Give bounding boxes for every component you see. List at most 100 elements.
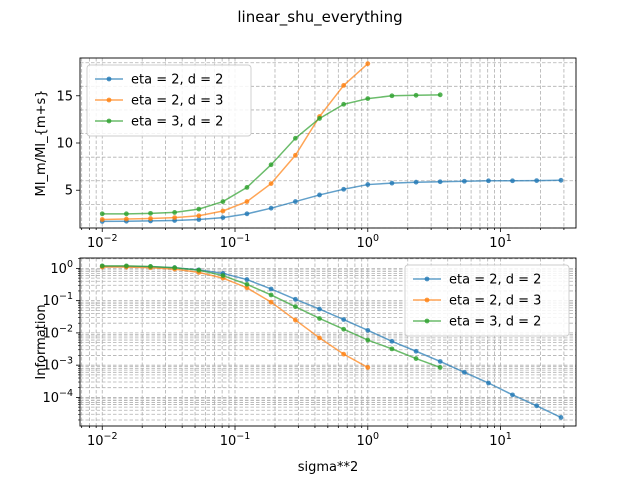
data-point — [268, 162, 274, 168]
legend-marker — [106, 97, 112, 103]
data-point — [268, 299, 274, 305]
data-point — [534, 178, 540, 183]
legend: eta = 2, d = 2 eta = 2, d = 3 eta = 3, d =… — [404, 264, 570, 337]
data-point — [365, 96, 371, 102]
data-point — [534, 403, 540, 409]
data-point — [172, 215, 178, 221]
y-tick-label: 10−2 — [42, 323, 73, 341]
legend-label: eta = 3, d = 2 — [449, 315, 541, 330]
data-point — [220, 208, 226, 214]
data-point — [268, 292, 274, 298]
data-point — [268, 286, 274, 292]
data-point — [220, 273, 226, 278]
data-point — [148, 216, 153, 221]
y-tick-label: 15 — [56, 89, 73, 104]
data-point — [389, 93, 395, 99]
y-axis-label: MI_m/MI_{m+s} — [34, 89, 49, 196]
data-point — [99, 211, 105, 217]
data-point — [172, 265, 178, 271]
data-point — [148, 264, 153, 269]
legend-item: eta = 2, d = 3 — [95, 94, 223, 109]
data-point — [389, 338, 395, 344]
legend-marker — [106, 76, 112, 82]
legend-marker — [106, 118, 112, 124]
y-tick-label: 10−1 — [42, 291, 73, 309]
x-tick-label: 101 — [489, 431, 512, 449]
series-line — [102, 179, 561, 223]
x-tick-label: 10−1 — [220, 431, 251, 449]
data-point — [244, 277, 250, 282]
data-point — [510, 392, 515, 398]
data-point — [558, 177, 564, 183]
data-point — [196, 213, 202, 219]
x-tick-label: 101 — [489, 233, 512, 251]
x-tick-label: 100 — [356, 431, 379, 449]
data-point — [486, 380, 491, 386]
data-point — [317, 192, 322, 198]
data-point — [437, 92, 443, 98]
data-point — [293, 135, 298, 141]
data-point — [365, 61, 371, 67]
data-point — [341, 351, 347, 357]
data-point — [437, 359, 443, 364]
legend-label: eta = 2, d = 3 — [449, 294, 541, 309]
legend-item: eta = 3, d = 2 — [413, 315, 541, 330]
figure-title: linear_shu_everything — [237, 8, 402, 27]
y-tick-label: 10 — [56, 137, 73, 152]
data-point — [389, 346, 395, 352]
series-line — [102, 266, 369, 369]
legend-label: eta = 2, d = 2 — [131, 73, 223, 88]
data-point — [317, 316, 322, 321]
data-point — [123, 263, 129, 269]
data-point — [461, 369, 467, 375]
data-point — [413, 92, 419, 98]
legend-label: eta = 2, d = 3 — [131, 94, 223, 109]
y-tick-label: 5 — [65, 184, 73, 199]
data-point — [317, 335, 322, 341]
data-point — [461, 178, 467, 184]
x-tick-label: 10−2 — [87, 431, 118, 449]
legend-item: eta = 2, d = 3 — [413, 294, 541, 309]
data-point — [365, 327, 371, 333]
data-point — [196, 206, 202, 212]
x-tick-label: 100 — [356, 233, 379, 251]
data-point — [244, 211, 250, 217]
data-point — [341, 101, 347, 107]
legend-label: eta = 2, d = 2 — [449, 273, 541, 288]
data-point — [413, 348, 419, 354]
data-point — [220, 199, 226, 204]
data-point — [123, 216, 129, 222]
data-point — [123, 211, 129, 217]
data-point — [293, 317, 298, 323]
legend-item: eta = 2, d = 2 — [413, 273, 541, 288]
data-point — [293, 199, 298, 204]
data-point — [172, 210, 178, 215]
data-point — [510, 178, 515, 184]
data-point — [341, 186, 347, 192]
y-tick-label: 10−4 — [42, 388, 73, 406]
data-point — [220, 215, 226, 221]
y-tick-label: 100 — [50, 259, 73, 277]
data-point — [99, 263, 105, 269]
data-point — [389, 180, 395, 186]
data-point — [437, 179, 443, 185]
y-tick-label: 10−3 — [42, 356, 73, 374]
legend-label: eta = 3, d = 2 — [131, 115, 223, 130]
data-point — [196, 267, 202, 273]
data-point — [341, 82, 347, 88]
data-point — [317, 306, 322, 312]
data-point — [486, 178, 491, 184]
legend-item: eta = 2, d = 2 — [95, 73, 223, 88]
series-line — [102, 63, 369, 221]
data-point — [148, 210, 153, 216]
bottom-panel: 10−2 10−1 100 101 10−4 10−3 10−2 10−1 100 Informa… — [34, 257, 577, 475]
data-point — [293, 296, 298, 302]
data-point — [293, 304, 298, 310]
legend-marker — [424, 297, 430, 303]
data-point — [244, 184, 250, 190]
data-point — [268, 181, 274, 187]
data-point — [317, 116, 322, 121]
data-point — [341, 326, 347, 332]
data-point — [244, 285, 250, 291]
